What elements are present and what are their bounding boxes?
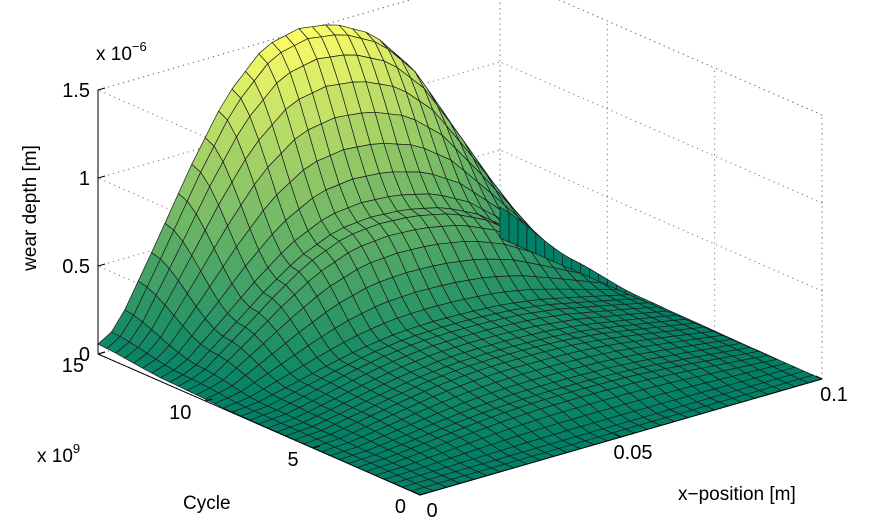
- z-tick-mark: [97, 87, 106, 91]
- cycle-axis-label: Cycle: [183, 493, 231, 514]
- surface-skirt: [526, 225, 537, 255]
- x-tick-mark: [413, 491, 421, 496]
- axis-labels: x 10−6 x 109 wear depth [m] Cycle x−posi…: [20, 39, 796, 514]
- surface-skirt: [535, 233, 546, 258]
- y-tick-label: 5: [288, 449, 299, 471]
- z-tick-label: 1: [79, 168, 90, 190]
- box-edge: [558, 0, 823, 116]
- grid-line-back-z: [97, 61, 501, 179]
- grid-line-side-z: [558, 0, 823, 116]
- z-tick-label: 0.5: [62, 256, 90, 278]
- z-tick-label: 0: [79, 344, 90, 366]
- z-axis-multiplier: x 10−6: [96, 39, 147, 65]
- x-tick-mark: [815, 375, 823, 380]
- surface-skirt: [499, 206, 510, 243]
- y-tick-mark: [419, 492, 428, 496]
- y-tick-mark: [205, 398, 213, 402]
- y-tick-label: 15: [62, 355, 84, 377]
- z-tick-mark: [97, 175, 106, 179]
- x-tick-label: 0: [426, 500, 437, 522]
- y-tick-mark: [312, 445, 320, 449]
- z-axis-label: wear depth [m]: [20, 145, 41, 272]
- z-tick-mark: [97, 263, 106, 267]
- x-axis-label: x−position [m]: [678, 484, 796, 505]
- z-tick-label: 1.5: [62, 80, 90, 102]
- cycle-axis-multiplier: x 109: [37, 441, 80, 467]
- y-tick-label: 10: [169, 402, 191, 424]
- y-tick-mark: [97, 351, 106, 355]
- x-tick-label: 0.05: [614, 442, 653, 464]
- surface-skirt: [544, 240, 555, 262]
- wear-surface: [97, 24, 823, 496]
- y-tick-label: 0: [395, 496, 406, 518]
- y-axis-line: [97, 353, 421, 496]
- x-tick-mark: [614, 433, 622, 438]
- grid-line-side-z: [499, 61, 823, 204]
- x-tick-label: 0.1: [820, 384, 848, 406]
